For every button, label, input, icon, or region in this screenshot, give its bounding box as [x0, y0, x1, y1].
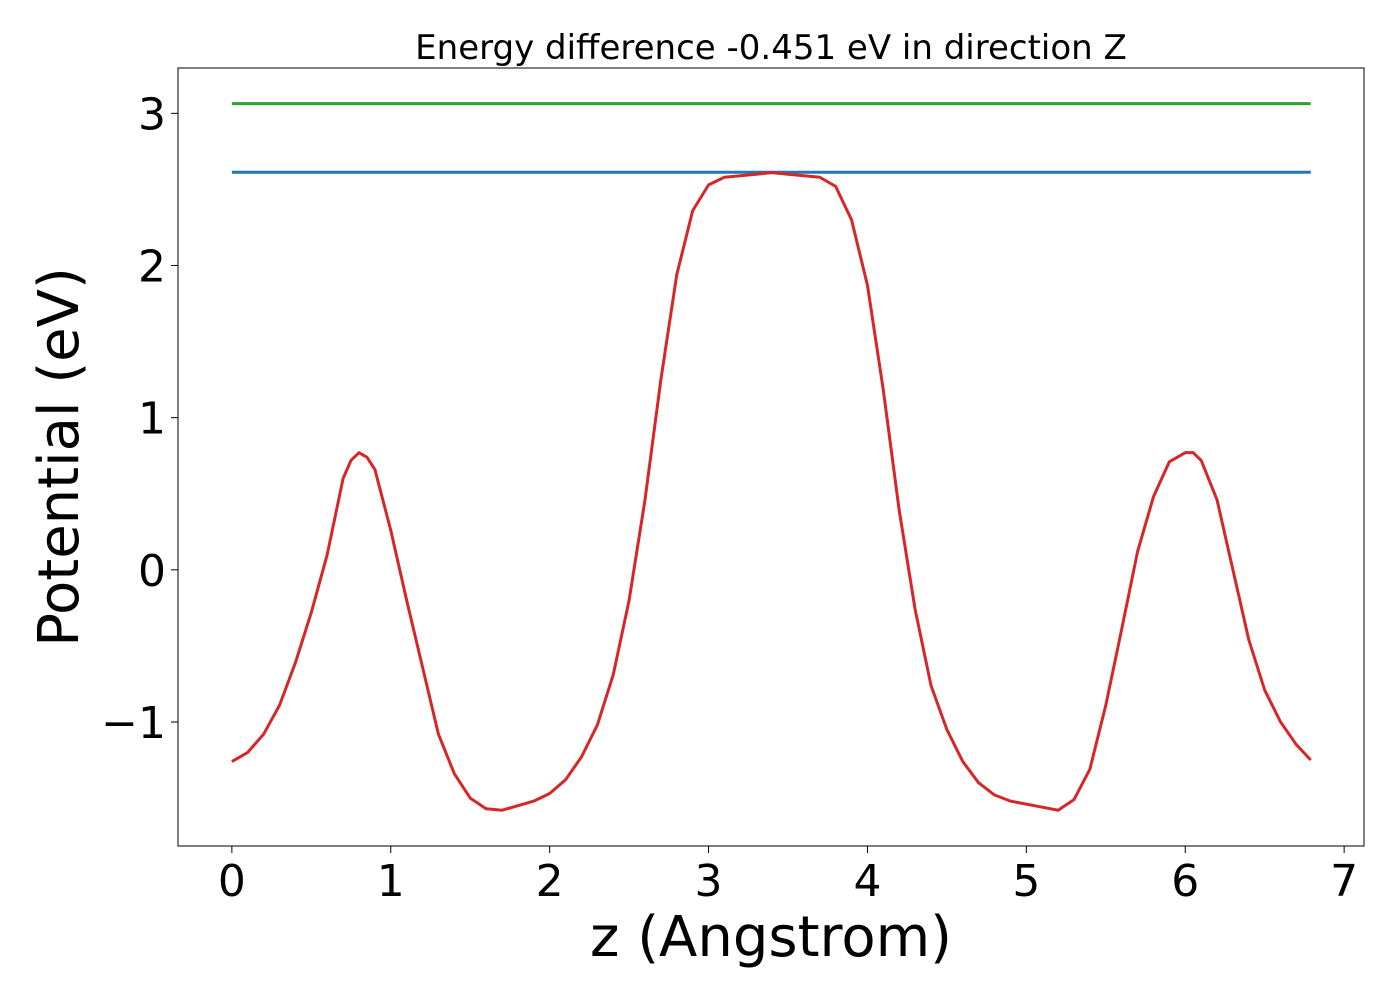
- y-axis-label: Potential (eV): [27, 267, 92, 647]
- x-tick-label: 2: [536, 856, 564, 907]
- x-tick-label: 5: [1012, 856, 1040, 907]
- chart-title: Energy difference -0.451 eV in direction…: [415, 28, 1127, 68]
- x-axis-label: z (Angstrom): [590, 905, 952, 970]
- x-tick-label: 4: [853, 856, 881, 907]
- line-series: [231, 171, 1312, 812]
- y-tick-label: 0: [138, 546, 166, 597]
- x-tick-label: 6: [1171, 856, 1199, 907]
- plot-frame: [177, 67, 1365, 847]
- x-tick-label: 3: [695, 856, 723, 907]
- y-tick-label: 3: [138, 89, 166, 140]
- x-tick-label: 7: [1330, 856, 1358, 907]
- y-tick-label: 2: [138, 242, 166, 293]
- y-tick-label: −1: [101, 698, 166, 749]
- y-tick-label: 1: [138, 394, 166, 445]
- x-tick-label: 1: [377, 856, 405, 907]
- x-tick-label: 0: [218, 856, 246, 907]
